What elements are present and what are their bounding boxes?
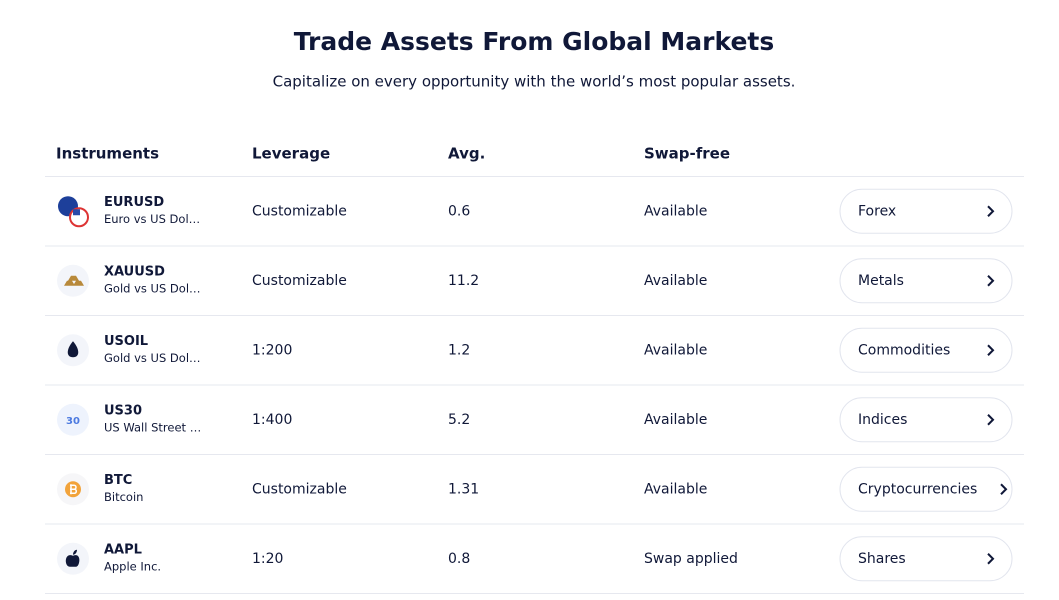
instrument-name: Bitcoin <box>104 490 143 504</box>
table-row: AAPL Apple Inc. 1:20 0.8 Swap applied Shares <box>45 536 1024 594</box>
category-button[interactable]: Forex <box>839 188 1013 234</box>
chevron <box>1000 483 1008 495</box>
leverage: Customizable <box>252 481 347 497</box>
swap: Available <box>644 342 707 358</box>
table-row: 30 US30 US Wall Street … 1:400 5.2 Available I… <box>45 397 1024 455</box>
instrument-name: Apple Inc. <box>104 559 161 573</box>
icon-bg <box>57 403 89 436</box>
chevron <box>987 275 995 287</box>
avg: 5.2 <box>448 412 470 428</box>
category-button[interactable]: Indices <box>839 397 1013 443</box>
avg: 1.31 <box>448 481 479 497</box>
table-row: BTC Bitcoin Customizable 1.31 Available Crypt… <box>45 466 1024 525</box>
symbol: AAPL <box>104 542 142 557</box>
button-label: Cryptocurrencies <box>858 481 977 497</box>
button-outline <box>839 536 1013 582</box>
leverage: 1:20 <box>252 551 283 567</box>
avg: 11.2 <box>448 273 479 289</box>
button-label: Forex <box>858 203 896 219</box>
instrument-name: US Wall Street … <box>104 420 201 434</box>
button-outline <box>839 466 1013 512</box>
chevron <box>987 344 995 356</box>
button-outline <box>839 397 1013 443</box>
symbol: EURUSD <box>104 195 164 210</box>
chevron <box>987 553 995 565</box>
category-button[interactable]: Cryptocurrencies <box>839 466 1013 512</box>
apple-logo <box>65 549 80 567</box>
leverage: Customizable <box>252 203 347 219</box>
button-outline <box>839 258 1013 304</box>
button-outline <box>839 327 1013 373</box>
instrument-name: Euro vs US Dol… <box>104 212 200 226</box>
table-row: USOIL Gold vs US Dol… 1:200 1.2 Available Com… <box>45 327 1024 386</box>
title: Trade Assets From Global Markets <box>294 27 775 56</box>
instrument-name: Gold vs US Dol… <box>104 281 201 295</box>
leverage: 1:400 <box>252 412 292 428</box>
avg: 0.8 <box>448 551 470 567</box>
button-label: Indices <box>858 412 907 428</box>
avg: 0.6 <box>448 203 470 219</box>
symbol: US30 <box>104 403 142 418</box>
button-label: Commodities <box>858 342 950 358</box>
avg: 1.2 <box>448 342 470 358</box>
swap: Available <box>644 481 707 497</box>
table-row: EURUSD Euro vs US Dol… Customizable 0.6 Avai… <box>45 188 1024 247</box>
column-header: Instruments <box>56 145 159 163</box>
symbol: XAUUSD <box>104 264 165 279</box>
button-label: Shares <box>858 551 906 567</box>
leverage: 1:200 <box>252 342 292 358</box>
symbol: BTC <box>104 473 132 488</box>
swap: Swap applied <box>644 551 738 567</box>
instrument-name: Gold vs US Dol… <box>104 351 201 365</box>
flag-us-canton <box>73 209 80 216</box>
column-header: Swap-free <box>644 145 730 163</box>
icon-label: 30 <box>66 416 80 427</box>
column-header: Leverage <box>252 145 330 163</box>
category-button[interactable]: Shares <box>839 536 1013 582</box>
gold-bars <box>64 275 84 286</box>
swap: Available <box>644 273 707 289</box>
leverage: Customizable <box>252 273 347 289</box>
subtitle: Capitalize on every opportunity with the… <box>273 73 796 91</box>
table-row: XAUUSD Gold vs US Dol… Customizable 11.2 Ava… <box>45 258 1024 316</box>
category-button[interactable]: Metals <box>839 258 1013 304</box>
symbol: USOIL <box>104 334 148 349</box>
column-header: Avg. <box>448 145 485 163</box>
btc-glyph <box>70 484 77 495</box>
swap: Available <box>644 203 707 219</box>
chevron <box>987 205 995 217</box>
category-button[interactable]: Commodities <box>839 327 1013 373</box>
swap: Available <box>644 412 707 428</box>
button-label: Metals <box>858 273 904 289</box>
chevron <box>987 414 995 426</box>
button-outline <box>839 188 1013 234</box>
oil-drop <box>67 341 79 358</box>
